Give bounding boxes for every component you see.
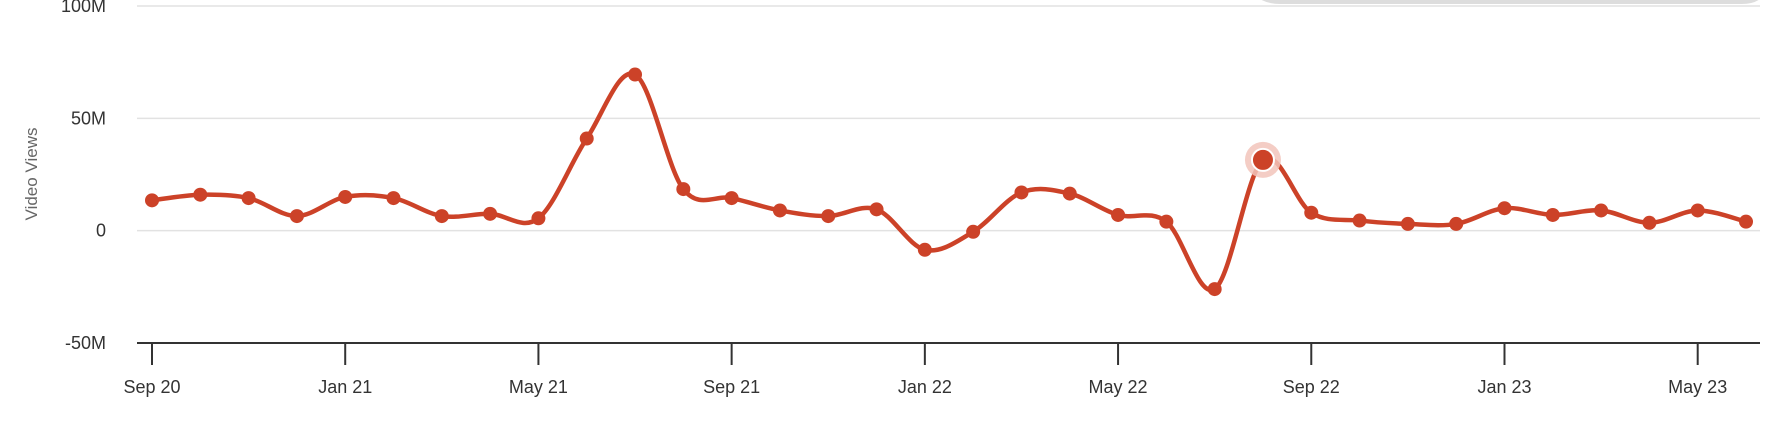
data-point[interactable] xyxy=(1545,207,1560,222)
data-point[interactable] xyxy=(1159,214,1174,229)
x-tick-label: May 23 xyxy=(1668,377,1727,397)
x-tick-label: Sep 21 xyxy=(703,377,760,397)
data-point[interactable] xyxy=(579,131,594,146)
data-point[interactable] xyxy=(338,189,353,204)
data-point[interactable] xyxy=(1497,201,1512,216)
data-point[interactable] xyxy=(917,242,932,257)
data-point[interactable] xyxy=(1062,186,1077,201)
data-point-highlighted[interactable] xyxy=(1250,147,1275,172)
data-point[interactable] xyxy=(821,209,836,224)
data-point[interactable] xyxy=(1690,203,1705,218)
y-tick-label: 100M xyxy=(61,0,106,16)
gridlines xyxy=(137,5,1760,232)
data-point[interactable] xyxy=(869,202,884,217)
data-point[interactable] xyxy=(676,182,691,197)
y-axis: 100M 50M 0 -50M xyxy=(61,0,106,353)
y-tick-label: -50M xyxy=(65,333,106,353)
data-point[interactable] xyxy=(1014,185,1029,200)
data-point[interactable] xyxy=(386,191,401,206)
data-point[interactable] xyxy=(1594,203,1609,218)
data-point[interactable] xyxy=(1207,282,1222,297)
data-point[interactable] xyxy=(1400,216,1415,231)
series-views xyxy=(149,71,1749,293)
tooltip-edge xyxy=(1261,0,1759,4)
data-point[interactable] xyxy=(241,191,256,206)
data-point[interactable] xyxy=(1304,205,1319,220)
x-tick-label: Sep 20 xyxy=(123,377,180,397)
y-axis-title: Video Views xyxy=(22,128,41,221)
x-tick-label: May 21 xyxy=(509,377,568,397)
data-point[interactable] xyxy=(289,209,304,224)
data-point[interactable] xyxy=(1642,215,1657,230)
data-points xyxy=(145,67,1753,297)
data-point[interactable] xyxy=(1352,213,1367,228)
y-tick-label: 50M xyxy=(71,108,106,128)
x-tick-label: Jan 22 xyxy=(898,377,952,397)
data-point[interactable] xyxy=(1111,207,1126,222)
y-tick-label: 0 xyxy=(96,221,106,241)
data-point[interactable] xyxy=(628,67,643,82)
data-point[interactable] xyxy=(531,211,546,226)
x-tick-label: Sep 22 xyxy=(1283,377,1340,397)
data-point[interactable] xyxy=(434,209,449,224)
x-axis: Sep 20 Jan 21 May 21 Sep 21 Jan 22 May 22 Sep … xyxy=(123,342,1760,397)
x-tick-label: Jan 21 xyxy=(318,377,372,397)
data-point[interactable] xyxy=(1449,216,1464,231)
data-point[interactable] xyxy=(772,203,787,218)
data-point[interactable] xyxy=(966,224,981,239)
data-point[interactable] xyxy=(1739,214,1753,229)
data-point[interactable] xyxy=(145,193,159,208)
x-tick-label: May 22 xyxy=(1089,377,1148,397)
data-point[interactable] xyxy=(193,187,208,202)
x-tick-label: Jan 23 xyxy=(1477,377,1531,397)
data-point[interactable] xyxy=(483,206,498,221)
series-line xyxy=(149,71,1749,293)
data-point[interactable] xyxy=(724,191,739,206)
